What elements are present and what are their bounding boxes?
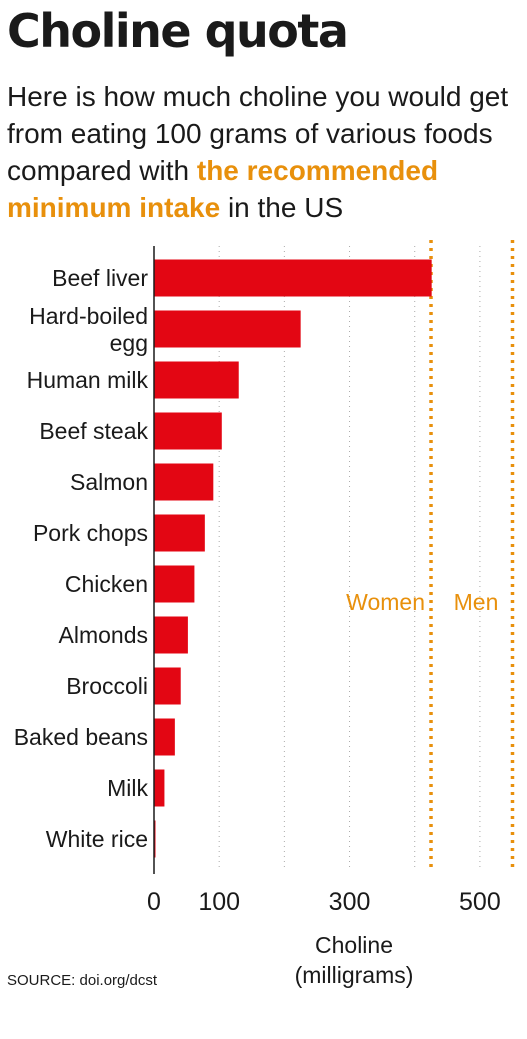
bar xyxy=(154,259,432,297)
category-label: Baked beans xyxy=(14,724,148,750)
bar xyxy=(154,310,301,348)
chart-title: Choline quota xyxy=(7,4,349,58)
category-label: Pork chops xyxy=(33,520,148,546)
category-label: egg xyxy=(110,330,148,356)
bar xyxy=(154,667,181,705)
category-label: Broccoli xyxy=(66,673,148,699)
x-axis-title: Choline xyxy=(315,932,393,958)
source-note: SOURCE: doi.org/dcst xyxy=(7,972,158,989)
bar xyxy=(154,412,222,450)
category-label: Beef liver xyxy=(52,265,148,291)
category-label: Chicken xyxy=(65,571,148,597)
subtitle-text: Here is how much choline you would get f… xyxy=(7,81,509,186)
x-tick-label: 500 xyxy=(459,888,501,916)
category-label: Almonds xyxy=(59,622,148,648)
category-label: Human milk xyxy=(27,367,149,393)
bar xyxy=(154,463,214,501)
subtitle-text-end: in the US xyxy=(220,192,344,223)
reference-label: Women xyxy=(346,589,425,615)
x-tick-label: 100 xyxy=(198,888,240,916)
reference-label: Men xyxy=(454,589,499,615)
bar xyxy=(154,718,175,756)
bar xyxy=(154,616,188,654)
subtitle-highlight: the recommended minimum intake xyxy=(7,155,439,223)
x-tick-label: 0 xyxy=(147,888,161,916)
category-label: Salmon xyxy=(70,469,148,495)
category-label: Beef steak xyxy=(39,418,148,444)
bar xyxy=(154,514,205,552)
category-label: Milk xyxy=(107,775,148,801)
x-tick-label: 300 xyxy=(329,888,371,916)
category-label: White rice xyxy=(46,826,148,852)
bar xyxy=(154,769,165,807)
bar xyxy=(154,361,239,399)
x-axis-title-units: (milligrams) xyxy=(295,962,414,988)
chart-subtitle: Here is how much choline you would get f… xyxy=(7,78,523,226)
category-label: Hard-boiled xyxy=(29,303,148,329)
bar xyxy=(154,565,195,603)
